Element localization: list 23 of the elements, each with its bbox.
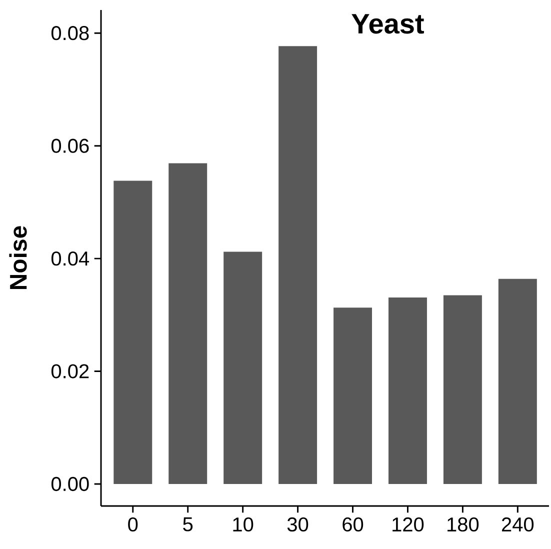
bar (224, 252, 262, 484)
x-tick-label: 30 (287, 517, 308, 532)
x-tick-label: 180 (448, 517, 479, 532)
bar (443, 295, 482, 484)
x-tick-label: 10 (233, 517, 254, 532)
y-tick-label: 0.04 (51, 251, 90, 266)
bar (334, 308, 372, 484)
x-tick-label: 60 (342, 517, 364, 532)
x-tick-label: 120 (392, 517, 424, 532)
bar (278, 46, 318, 484)
bar (168, 163, 208, 484)
y-axis-title: Noise (9, 226, 27, 290)
chart-title: Yeast (352, 14, 424, 34)
x-tick-label: 240 (502, 517, 534, 532)
x-tick-label: 5 (183, 517, 193, 532)
x-tick-label: 0 (128, 517, 138, 532)
bar (388, 297, 427, 484)
y-tick-label: 0.08 (51, 26, 89, 40)
bar (114, 180, 152, 484)
bar (498, 278, 537, 484)
y-tick-label: 0.00 (51, 476, 89, 492)
y-tick-label: 0.02 (51, 364, 89, 378)
y-tick-label: 0.06 (51, 138, 89, 153)
